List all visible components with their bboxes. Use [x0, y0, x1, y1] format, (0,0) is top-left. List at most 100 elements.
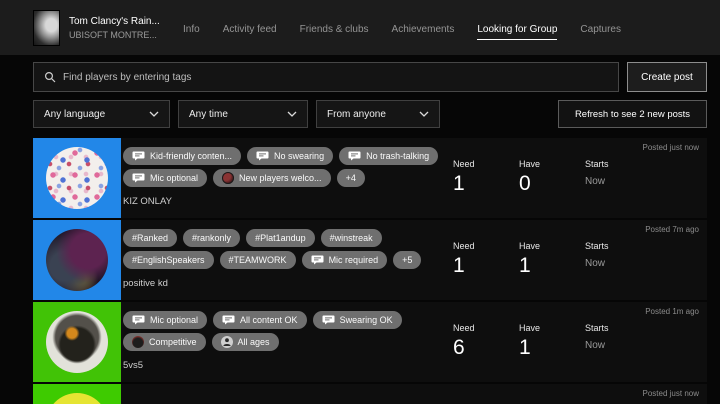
- more-tags-chip: +5: [393, 251, 422, 269]
- tag-row: #Ranked #rankonly #Plat1andup #winstreak: [123, 229, 382, 247]
- chat-bubble-icon: [132, 151, 145, 161]
- tab-achievements[interactable]: Achievements: [391, 24, 455, 35]
- time-filter-dropdown[interactable]: Any time: [178, 100, 308, 128]
- tag-chip: Competitive: [123, 333, 206, 351]
- lfg-post[interactable]: Posted just now Kid-friendly conten... N…: [33, 138, 707, 218]
- tag-chip: #Ranked: [123, 229, 178, 247]
- game-info[interactable]: Tom Clancy's Rain... UBISOFT MONTRE...: [33, 9, 171, 46]
- have-label: Have: [519, 323, 541, 333]
- tag-chip: #rankonly: [183, 229, 241, 247]
- have-value: 1: [519, 336, 531, 359]
- need-value: 1: [453, 172, 465, 195]
- search-box[interactable]: [33, 62, 619, 92]
- need-column: Need 1: [453, 241, 519, 278]
- tag-chip-label: No swearing: [274, 151, 325, 161]
- tag-chip-label: Kid-friendly conten...: [150, 151, 233, 161]
- post-description: positive kd: [123, 278, 168, 289]
- tab-info[interactable]: Info: [183, 24, 200, 35]
- tag-chip-label: Competitive: [149, 337, 197, 347]
- chevron-down-icon: [149, 109, 159, 120]
- avatar: [46, 147, 108, 209]
- chat-bubble-icon: [222, 315, 235, 325]
- starts-label: Starts: [585, 323, 609, 333]
- avatar: [46, 393, 108, 404]
- tag-chip-label: #TEAMWORK: [228, 255, 287, 265]
- posted-timestamp: Posted just now: [642, 389, 699, 398]
- tag-chip-label: No trash-talking: [366, 151, 430, 161]
- tag-chip-label: Mic optional: [150, 315, 199, 325]
- post-stats: Need 6 Have 1 Starts Now: [453, 323, 655, 360]
- game-cover-art: [33, 9, 60, 46]
- audience-filter-value: From anyone: [327, 108, 386, 120]
- have-value: 1: [519, 254, 531, 277]
- tag-chip: Swearing OK: [312, 311, 402, 329]
- tag-chip-label: All ages: [237, 337, 270, 347]
- tag-chip: New players welco...: [213, 169, 331, 187]
- starts-value: Now: [585, 258, 606, 269]
- chat-bubble-icon: [256, 151, 269, 161]
- tag-chip-label: #Ranked: [132, 233, 169, 243]
- chevron-down-icon: [419, 109, 429, 120]
- need-label: Need: [453, 323, 475, 333]
- avatar-strip: [33, 302, 121, 382]
- avatar: [46, 229, 108, 291]
- tag-chip: Kid-friendly conten...: [123, 147, 242, 165]
- posted-timestamp: Posted just now: [642, 143, 699, 152]
- starts-column: Starts Now: [585, 323, 655, 360]
- have-column: Have 0: [519, 159, 585, 196]
- starts-label: Starts: [585, 241, 609, 251]
- tab-captures[interactable]: Captures: [580, 24, 621, 35]
- tag-chip-label: New players welco...: [239, 173, 322, 183]
- tag-chip: #Plat1andup: [246, 229, 315, 247]
- need-label: Need: [453, 241, 475, 251]
- search-icon: [44, 71, 56, 83]
- refresh-posts-button[interactable]: Refresh to see 2 new posts: [558, 100, 707, 128]
- lfg-post[interactable]: Posted just now: [33, 384, 707, 404]
- have-label: Have: [519, 159, 541, 169]
- tab-activity-feed[interactable]: Activity feed: [222, 24, 277, 35]
- tag-chip: #winstreak: [320, 229, 382, 247]
- all-ages-icon: [220, 336, 233, 348]
- need-value: 6: [453, 336, 465, 359]
- game-publisher: UBISOFT MONTRE...: [69, 29, 157, 40]
- tag-row: Kid-friendly conten... No swearing No tr…: [123, 147, 439, 165]
- tag-chip-label: Swearing OK: [339, 315, 393, 325]
- tag-chip: #EnglishSpeakers: [123, 251, 214, 269]
- tag-chip: Mic optional: [123, 311, 208, 329]
- have-value: 0: [519, 172, 531, 195]
- starts-column: Starts Now: [585, 241, 655, 278]
- audience-filter-dropdown[interactable]: From anyone: [316, 100, 440, 128]
- language-filter-dropdown[interactable]: Any language: [33, 100, 170, 128]
- chat-bubble-icon: [132, 315, 145, 325]
- lfg-post[interactable]: Posted 7m ago #Ranked #rankonly #Plat1an…: [33, 220, 707, 300]
- starts-value: Now: [585, 340, 606, 351]
- chat-bubble-icon: [311, 255, 324, 265]
- tag-chip-label: #winstreak: [329, 233, 373, 243]
- header-tabs: Info Activity feed Friends & clubs Achie…: [183, 0, 621, 55]
- post-description: 5vs5: [123, 360, 144, 371]
- post-stats: Need 1 Have 0 Starts Now: [453, 159, 655, 196]
- tab-looking-for-group[interactable]: Looking for Group: [477, 24, 558, 40]
- game-text: Tom Clancy's Rain... UBISOFT MONTRE...: [69, 16, 160, 40]
- need-column: Need 6: [453, 323, 519, 360]
- create-post-button[interactable]: Create post: [627, 62, 707, 92]
- lfg-post[interactable]: Posted 1m ago Mic optional All content O…: [33, 302, 707, 382]
- need-label: Need: [453, 159, 475, 169]
- avatar: [46, 311, 108, 373]
- posted-timestamp: Posted 7m ago: [645, 225, 699, 234]
- tag-row: Mic optional New players welco... +4: [123, 169, 365, 187]
- more-tags-chip: +4: [336, 169, 365, 187]
- avatar-strip: [33, 138, 121, 218]
- post-description: KIZ ONLAY: [123, 196, 172, 207]
- search-input[interactable]: [63, 71, 608, 83]
- app-header: Tom Clancy's Rain... UBISOFT MONTRE... I…: [0, 0, 720, 55]
- posted-timestamp: Posted 1m ago: [645, 307, 699, 316]
- post-stats: Need 1 Have 1 Starts Now: [453, 241, 655, 278]
- have-column: Have 1: [519, 323, 585, 360]
- tag-row: #EnglishSpeakers #TEAMWORK Mic required …: [123, 251, 422, 269]
- tab-friends-clubs[interactable]: Friends & clubs: [299, 24, 369, 35]
- tag-chip: Mic required: [301, 251, 388, 269]
- starts-value: Now: [585, 176, 606, 187]
- tag-chip-label: #rankonly: [192, 233, 232, 243]
